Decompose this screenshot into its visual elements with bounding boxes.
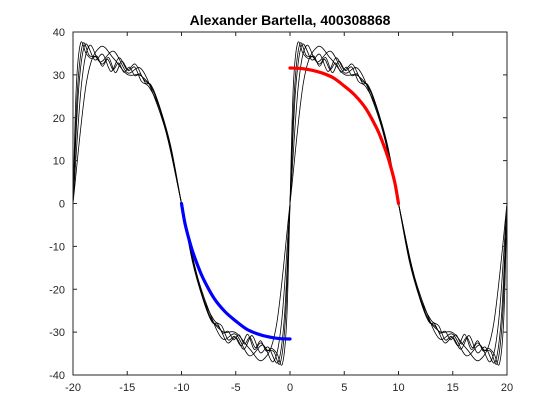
y-tick-label: -10 xyxy=(49,241,65,253)
y-tick-label: -40 xyxy=(49,370,65,382)
y-tick-label: 10 xyxy=(53,156,65,168)
series-line-blue-thick-6 xyxy=(179,201,292,341)
plot-area xyxy=(73,41,507,366)
series-line-black-thin-4 xyxy=(73,41,507,366)
chart-title: Alexander Bartella, 400308868 xyxy=(190,12,391,28)
y-tick-label: 0 xyxy=(59,199,65,211)
x-tick-label: 10 xyxy=(392,382,404,394)
series-line-red-thick-5 xyxy=(288,66,401,206)
y-tick-label: -20 xyxy=(49,284,65,296)
y-axis: -40 -30 -20 -10 0 10 20 30 40 xyxy=(49,27,507,382)
x-tick-label: -15 xyxy=(119,382,135,394)
x-tick-label: -20 xyxy=(65,382,81,394)
x-tick-label: 20 xyxy=(501,382,513,394)
x-tick-label: 0 xyxy=(287,382,293,394)
x-axis: -20 -15 -10 -5 0 5 10 15 20 xyxy=(65,32,513,394)
x-tick-label: -10 xyxy=(174,382,190,394)
y-tick-label: 30 xyxy=(53,70,65,82)
x-tick-label: -5 xyxy=(231,382,241,394)
y-tick-label: -30 xyxy=(49,327,65,339)
x-tick-label: 15 xyxy=(447,382,459,394)
y-tick-label: 20 xyxy=(53,113,65,125)
y-tick-label: 40 xyxy=(53,27,65,39)
x-tick-label: 5 xyxy=(341,382,347,394)
